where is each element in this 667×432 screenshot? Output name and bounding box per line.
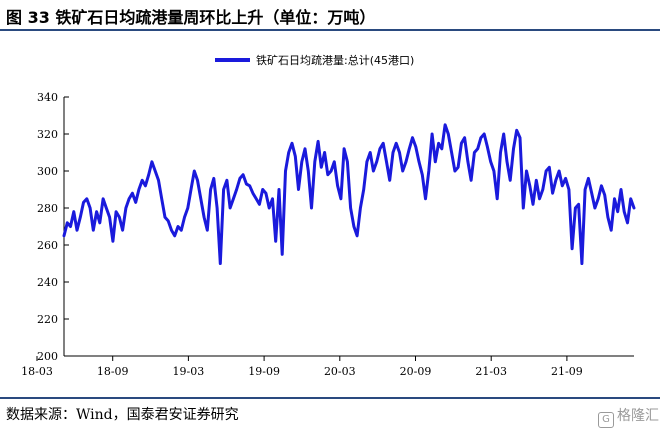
- y-tick-label: 260: [37, 239, 58, 252]
- y-tick-label: 280: [37, 202, 58, 215]
- x-tick-label: 18-09: [97, 365, 129, 378]
- x-tick-label: 19-09: [248, 365, 280, 378]
- axes: 200 220 240 260 280 300 320 340 18-03 18-09 19-03 1…: [21, 91, 634, 378]
- legend: 铁矿石日均疏港量:总计(45港口): [215, 53, 414, 67]
- chart-area: 铁矿石日均疏港量:总计(45港口) 200 220 240 260 280 300 320 3…: [21, 53, 636, 378]
- y-tick-label: 240: [37, 276, 58, 289]
- watermark-text: 格隆汇: [617, 408, 659, 424]
- source-note: 数据来源：Wind，国泰君安证券研究: [6, 407, 239, 423]
- y-tick-label: 200: [37, 350, 58, 363]
- chart-title: 图 33 铁矿石日均疏港量周环比上升（单位：万吨）: [6, 8, 376, 27]
- x-tick-label: 20-09: [400, 365, 432, 378]
- y-tick-label: 340: [37, 91, 58, 104]
- x-tick-label: 21-03: [475, 365, 507, 378]
- series-line: [62, 123, 636, 265]
- x-tick-label: 18-03: [21, 365, 53, 378]
- bottom-rule: [0, 397, 660, 399]
- y-tick-label: 220: [37, 313, 58, 326]
- y-tick-label: 300: [37, 165, 58, 178]
- x-tick-label: 19-03: [173, 365, 205, 378]
- x-tick-label: 20-03: [324, 365, 356, 378]
- legend-label: 铁矿石日均疏港量:总计(45港口): [256, 53, 414, 67]
- y-tick-label: 320: [37, 128, 58, 141]
- watermark-logo-icon: G: [598, 412, 614, 428]
- watermark: G 格隆汇: [598, 405, 659, 428]
- top-rule: [0, 29, 660, 31]
- x-tick-label: 21-09: [551, 365, 583, 378]
- series-group: [62, 123, 636, 265]
